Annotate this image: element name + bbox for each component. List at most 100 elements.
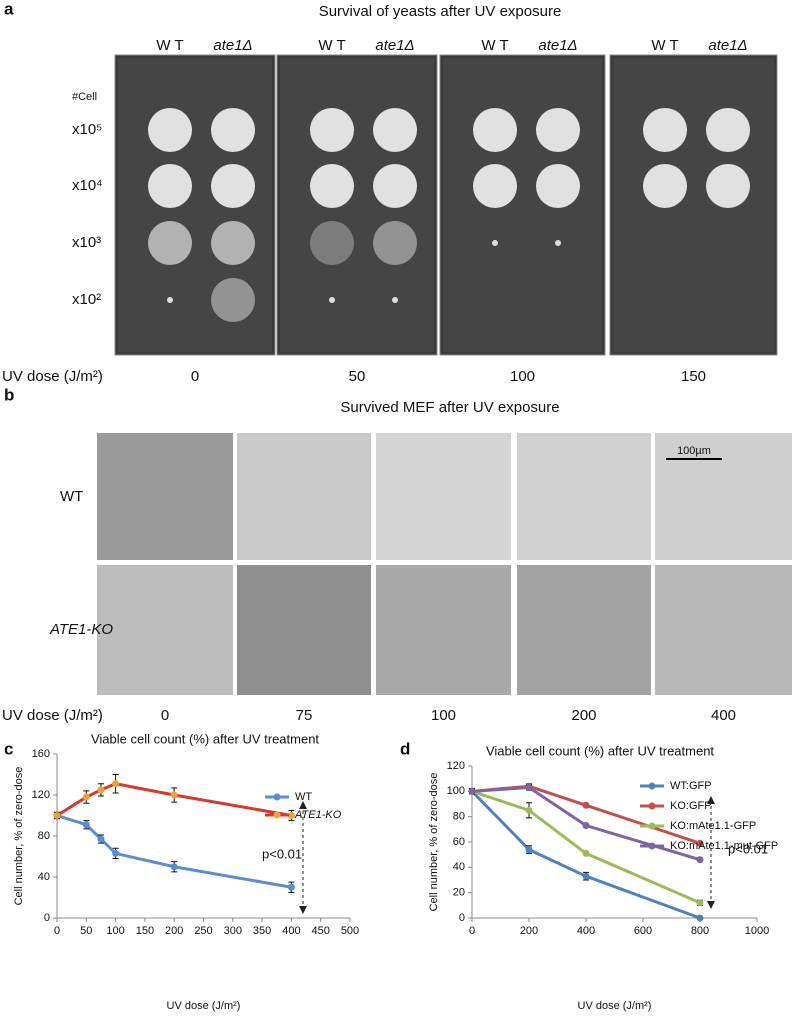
legend-marker <box>273 793 281 801</box>
data-point <box>287 812 295 819</box>
strain-label: ate1Δ <box>213 37 252 54</box>
data-point <box>696 899 704 907</box>
y-tick-label: 160 <box>32 748 50 760</box>
data-point <box>696 914 704 922</box>
colony-spot <box>211 164 255 208</box>
dose-label: UV dose (J/m²) <box>2 368 103 385</box>
strain-label: W T <box>156 37 183 54</box>
y-tick-label: 60 <box>453 836 465 848</box>
colony-spot <box>392 297 398 303</box>
panel-title: Survived MEF after UV exposure <box>340 399 559 416</box>
y-tick-label: 80 <box>453 811 465 823</box>
colony-spot <box>536 164 580 208</box>
legend-label: KO:mAte1.1-GFP <box>670 820 756 832</box>
data-point <box>582 822 590 830</box>
y-tick-label: 100 <box>447 785 465 797</box>
x-tick-label: 1000 <box>745 925 769 937</box>
data-point <box>97 786 105 794</box>
annotation: p<0.01 <box>262 846 302 861</box>
cell-image <box>97 433 233 560</box>
x-tick-label: 100 <box>106 925 124 937</box>
series-line <box>471 789 701 905</box>
panel-letter: c <box>4 739 13 758</box>
data-point <box>582 849 590 857</box>
data-point <box>53 812 61 819</box>
chart-title: Viable cell count (%) after UV treatment <box>486 743 714 758</box>
cell-image <box>237 433 371 560</box>
series-line <box>470 790 701 920</box>
data-point <box>82 821 90 829</box>
legend-marker <box>648 842 656 850</box>
x-tick-label: 400 <box>282 925 300 937</box>
colony-spot <box>555 240 561 246</box>
legend-label: ATE1-KO <box>294 809 342 821</box>
colony-spot <box>536 108 580 152</box>
strain-label: W T <box>481 37 508 54</box>
y-tick-label: 20 <box>453 887 465 899</box>
data-point <box>582 801 590 809</box>
cell-image <box>376 565 511 695</box>
colony-spot <box>643 108 687 152</box>
row-label: x10² <box>72 291 101 308</box>
x-tick-label: 450 <box>312 925 330 937</box>
data-point <box>582 872 590 880</box>
strain-label: ate1Δ <box>375 37 414 54</box>
dose-value: 75 <box>296 707 313 724</box>
scale-bar-label: 100µm <box>677 445 711 457</box>
x-tick-label: 600 <box>634 925 652 937</box>
data-point <box>525 806 533 814</box>
data-point <box>170 791 178 799</box>
data-point <box>525 784 533 792</box>
dose-value: 50 <box>349 368 366 385</box>
row-label: ATE1-KO <box>49 621 113 638</box>
data-point <box>468 787 476 795</box>
cell-image <box>376 433 511 560</box>
x-tick-label: 0 <box>469 925 475 937</box>
dose-value: 0 <box>191 368 199 385</box>
colony-spot <box>706 164 750 208</box>
panel-letter: d <box>400 739 410 758</box>
panel-letter: a <box>4 0 14 18</box>
cell-image <box>655 433 792 560</box>
strain-label: W T <box>651 37 678 54</box>
data-point <box>525 846 533 854</box>
colony-spot <box>706 108 750 152</box>
legend-marker <box>648 782 656 790</box>
strain-label: ate1Δ <box>538 37 577 54</box>
colony-spot <box>373 221 417 265</box>
cell-image <box>655 565 792 695</box>
strain-label: ate1Δ <box>708 37 747 54</box>
colony-spot <box>167 297 173 303</box>
colony-spot <box>310 108 354 152</box>
row-label: x10³ <box>72 234 101 251</box>
x-tick-label: 200 <box>165 925 183 937</box>
series-line <box>471 784 701 845</box>
legend-marker <box>648 822 656 830</box>
data-point <box>696 856 704 864</box>
data-point <box>696 839 704 847</box>
colony-spot <box>373 108 417 152</box>
colony-spot <box>473 164 517 208</box>
colony-spot <box>148 108 192 152</box>
row-label: x10⁵ <box>72 121 102 138</box>
dose-value: 200 <box>571 707 596 724</box>
dose-value: 150 <box>681 368 706 385</box>
dose-label: UV dose (J/m²) <box>2 707 103 724</box>
y-tick-label: 0 <box>459 912 465 924</box>
y-tick-label: 120 <box>32 789 50 801</box>
cell-image <box>237 565 371 695</box>
legend-marker <box>648 802 656 810</box>
plate-rim <box>443 58 602 352</box>
x-tick-label: 800 <box>691 925 709 937</box>
panel-letter: b <box>4 385 14 404</box>
y-tick-label: 120 <box>447 760 465 772</box>
series-line <box>471 786 701 862</box>
data-point <box>112 849 120 857</box>
cell-image <box>517 565 651 695</box>
y-axis-label: Cell number, % of zero-dose <box>428 773 440 912</box>
colony-spot <box>211 278 255 322</box>
dose-value: 0 <box>161 707 169 724</box>
x-tick-label: 200 <box>520 925 538 937</box>
series-line <box>56 814 292 889</box>
